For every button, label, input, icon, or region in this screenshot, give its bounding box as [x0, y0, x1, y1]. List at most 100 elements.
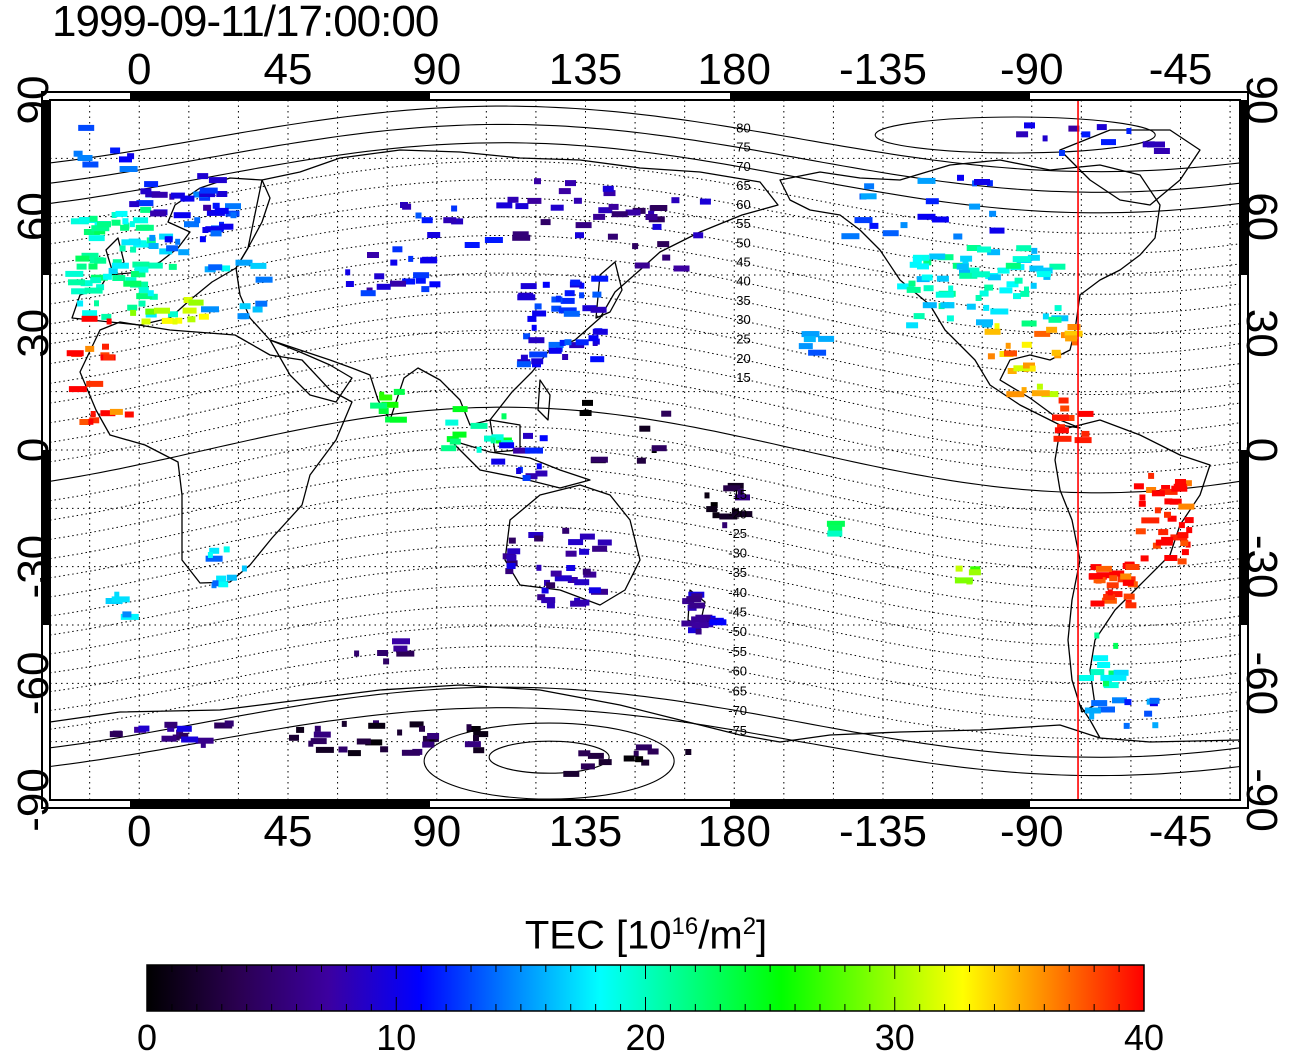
tec-cell	[415, 277, 426, 284]
tec-cell	[393, 645, 408, 652]
tec-cell	[625, 209, 641, 216]
tec-cell	[443, 217, 457, 224]
coastline-australia	[504, 484, 641, 606]
tec-cell	[657, 241, 670, 248]
tec-cell	[987, 249, 1001, 256]
tec-cell	[1021, 341, 1032, 348]
tec-cell	[136, 200, 154, 207]
tec-cell	[955, 565, 963, 572]
tec-cell	[114, 591, 120, 598]
lon-tick-top: -45	[1149, 45, 1213, 94]
tec-cell	[148, 243, 159, 249]
tec-cell	[709, 619, 727, 626]
tec-cell	[111, 219, 121, 226]
tec-cell	[579, 548, 590, 555]
tec-cell	[959, 269, 970, 276]
mlat-contour	[50, 216, 1240, 295]
mlat-label: -75	[728, 723, 747, 738]
tec-cell	[141, 318, 151, 325]
tec-cell	[121, 239, 140, 246]
tec-cell	[80, 280, 93, 287]
tec-cell	[470, 422, 488, 429]
axis-tick-labels: 0045459090135135180180-135-135-90-90-45-…	[9, 45, 1286, 856]
tec-cell	[82, 310, 98, 317]
tec-cell	[149, 293, 158, 300]
lon-tick-bottom: -135	[839, 807, 927, 856]
tec-cell	[1154, 507, 1161, 514]
tec-cell	[1164, 511, 1171, 518]
tec-cell	[940, 302, 955, 309]
tec-cell	[803, 336, 816, 343]
tec-cell	[1074, 437, 1092, 444]
tec-cell	[922, 302, 937, 309]
tec-cell	[134, 266, 149, 273]
tec-cell	[1101, 597, 1117, 604]
timestamp-title: 1999-09-11/17:00:00	[52, 0, 439, 46]
tec-cell	[422, 741, 435, 748]
tec-cell	[636, 457, 646, 464]
lat-tick-right: 30	[1237, 309, 1286, 358]
tec-cell	[1041, 391, 1059, 398]
tec-cell	[138, 287, 149, 294]
tec-cell	[221, 265, 231, 272]
tec-cell	[534, 178, 541, 185]
mlat-contour	[50, 544, 1240, 628]
tec-cell	[1027, 254, 1040, 261]
tec-measurements	[65, 122, 1195, 777]
tec-cell	[1007, 368, 1017, 374]
mlat-contour	[50, 585, 1240, 665]
tec-cell	[562, 354, 569, 360]
tec-cell	[1133, 483, 1144, 490]
tec-cell	[1006, 281, 1019, 288]
tec-cell	[1057, 424, 1066, 431]
tec-cell	[1089, 713, 1095, 720]
tec-cell	[828, 525, 843, 531]
tec-cell	[841, 233, 860, 240]
tec-cell	[546, 602, 555, 609]
tec-cell	[506, 563, 516, 569]
tec-cell	[528, 337, 545, 344]
tec-cell	[383, 658, 390, 665]
tec-cell	[607, 233, 618, 240]
tec-cell	[132, 261, 150, 268]
tec-cell	[390, 280, 406, 287]
tec-cell	[808, 349, 827, 356]
tec-cell	[520, 283, 537, 290]
tec-cell	[567, 577, 578, 583]
tec-cell	[1124, 699, 1132, 706]
tec-cell	[1020, 290, 1030, 297]
tec-cell	[548, 341, 564, 348]
mlat-label: 15	[736, 370, 750, 385]
mlat-label: 55	[736, 216, 750, 231]
mlat-contour	[50, 605, 1240, 684]
tec-cell	[712, 512, 720, 519]
tec-cell	[633, 750, 639, 757]
tec-cell	[1113, 642, 1119, 649]
tec-cell	[527, 315, 537, 322]
tec-cell	[136, 293, 153, 300]
tec-cell	[969, 203, 981, 210]
tec-cell	[513, 447, 531, 454]
tec-cell	[75, 255, 90, 262]
tec-cell	[590, 306, 607, 313]
mlat-label: 30	[736, 312, 750, 327]
tec-cell	[250, 262, 267, 269]
coastline-indonesia	[449, 439, 591, 489]
tec-cell	[374, 273, 385, 280]
tec-cell	[957, 174, 964, 181]
tec-cell	[127, 153, 135, 160]
tec-cell	[402, 203, 412, 210]
tec-cell	[1140, 555, 1149, 562]
lon-tick-bottom: 0	[127, 807, 151, 856]
tec-cell	[1178, 522, 1185, 529]
tec-cell	[65, 270, 84, 277]
tec-cell	[138, 300, 146, 307]
tec-cell	[1081, 131, 1091, 138]
tec-cell	[1138, 500, 1146, 507]
tec-cell	[144, 181, 159, 188]
mlat-label: -70	[728, 703, 747, 718]
tec-cell	[452, 406, 468, 413]
tec-cell	[1016, 245, 1032, 252]
tec-cell	[201, 306, 219, 313]
tec-cell	[854, 217, 873, 224]
